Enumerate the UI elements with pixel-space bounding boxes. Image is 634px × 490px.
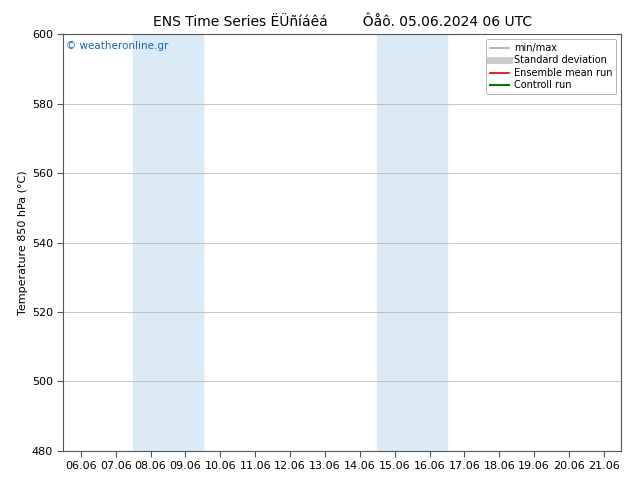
Text: © weatheronline.gr: © weatheronline.gr xyxy=(66,41,169,50)
Y-axis label: Temperature 850 hPa (°C): Temperature 850 hPa (°C) xyxy=(18,170,27,315)
Legend: min/max, Standard deviation, Ensemble mean run, Controll run: min/max, Standard deviation, Ensemble me… xyxy=(486,39,616,94)
Title: ENS Time Series ËÜñíáêá        Ôåô. 05.06.2024 06 UTC: ENS Time Series ËÜñíáêá Ôåô. 05.06.2024 … xyxy=(153,15,532,29)
Bar xyxy=(133,34,203,451)
Bar xyxy=(377,34,447,451)
